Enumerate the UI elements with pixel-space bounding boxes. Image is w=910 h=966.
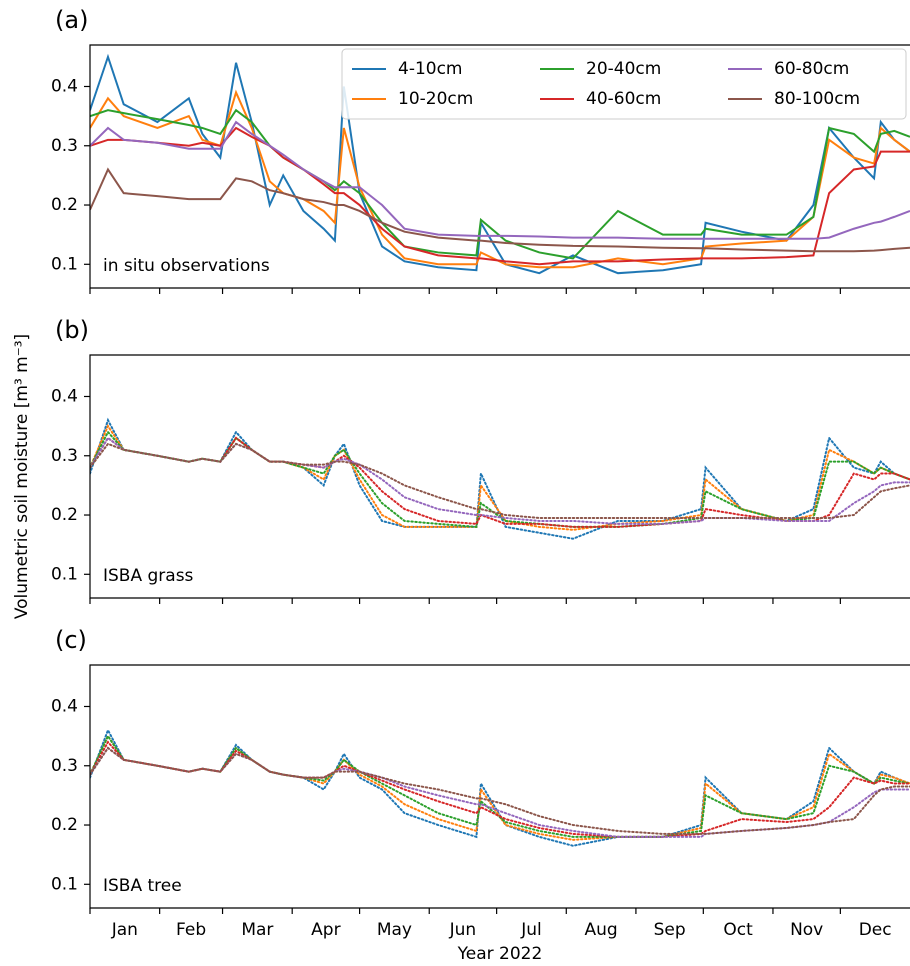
legend-box xyxy=(341,48,907,120)
series-line xyxy=(90,746,910,838)
annotation: ISBA tree xyxy=(103,876,182,896)
x-tick-label: May xyxy=(377,920,412,940)
series-line xyxy=(90,53,910,275)
series-line xyxy=(90,436,910,525)
x-tick-label: Oct xyxy=(723,920,753,940)
x-tick-label: Jul xyxy=(520,920,542,940)
x-tick-label: Feb xyxy=(176,920,206,940)
x-tick-label: Nov xyxy=(790,920,823,940)
x-tick-label: Apr xyxy=(311,920,340,940)
y-tick-label: 0.2 xyxy=(51,505,78,525)
y-axis-label: Volumetric soil moisture [m³ m⁻³] xyxy=(12,334,32,619)
y-tick-label: 0.4 xyxy=(51,76,78,96)
y-tick-label: 0.1 xyxy=(51,564,78,584)
y-tick-label: 0.3 xyxy=(51,136,78,156)
panel-label: (c) xyxy=(55,626,87,654)
panel-label: (a) xyxy=(55,6,88,34)
y-tick-label: 0.3 xyxy=(51,756,78,776)
y-tick-label: 0.1 xyxy=(51,254,78,274)
series-line xyxy=(90,727,910,847)
y-tick-label: 0.4 xyxy=(51,696,78,716)
legend-label: 10-20cm xyxy=(398,89,473,109)
x-tick-label: Jun xyxy=(449,920,477,940)
annotation: ISBA grass xyxy=(103,566,194,586)
x-tick-label: Mar xyxy=(241,920,273,940)
series-line xyxy=(90,167,910,253)
axes-frame xyxy=(89,354,910,599)
series-line xyxy=(90,442,910,519)
series-line xyxy=(90,108,910,260)
legend-label: 40-60cm xyxy=(586,89,661,109)
series-line xyxy=(90,424,910,531)
legend-label: 80-100cm xyxy=(774,89,860,109)
y-tick-label: 0.2 xyxy=(51,815,78,835)
annotation: in situ observations xyxy=(103,256,270,276)
x-axis-label: Year 2022 xyxy=(457,944,543,964)
x-tick-label: Dec xyxy=(859,920,892,940)
y-tick-label: 0.3 xyxy=(51,446,78,466)
legend-label: 20-40cm xyxy=(586,59,661,79)
legend-label: 60-80cm xyxy=(774,59,849,79)
series-line xyxy=(90,120,910,240)
x-tick-label: Jan xyxy=(111,920,138,940)
panel-label: (b) xyxy=(55,316,89,344)
axes-frame xyxy=(89,664,910,909)
series-line xyxy=(90,740,910,838)
x-tick-label: Aug xyxy=(584,920,617,940)
series-line xyxy=(90,746,910,835)
axes-frame xyxy=(89,44,910,289)
y-tick-label: 0.1 xyxy=(51,874,78,894)
series-line xyxy=(90,126,910,266)
series-line xyxy=(90,734,910,841)
y-tick-label: 0.2 xyxy=(51,195,78,215)
y-tick-label: 0.4 xyxy=(51,386,78,406)
x-tick-label: Sep xyxy=(654,920,686,940)
legend-label: 4-10cm xyxy=(398,59,463,79)
